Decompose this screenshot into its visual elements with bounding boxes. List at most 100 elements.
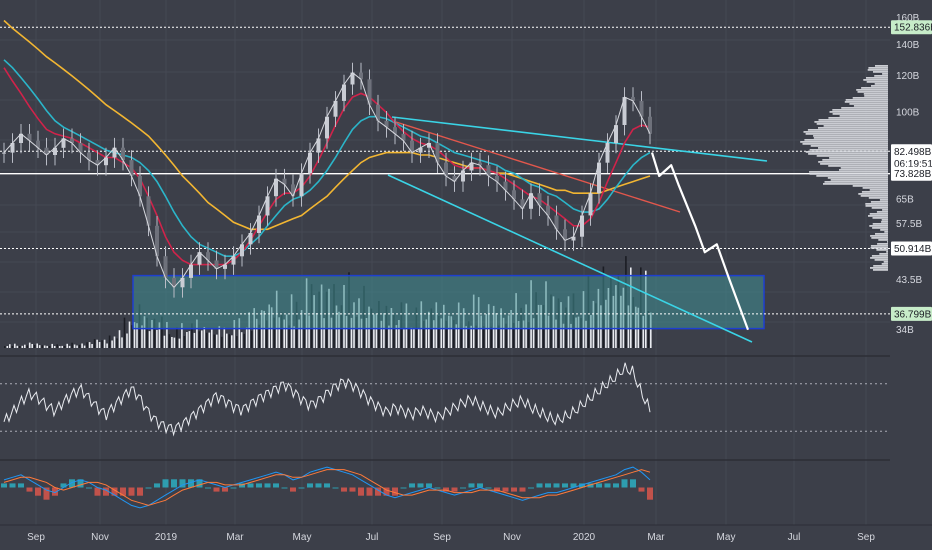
macd-histogram-bar: [239, 483, 245, 488]
volume-bar: [193, 332, 196, 348]
volume-profile-bar: [816, 123, 888, 125]
volume-bar: [475, 325, 477, 348]
price-candle: [53, 147, 57, 155]
price-candle: [214, 260, 219, 269]
macd-histogram-bar: [324, 483, 330, 488]
volume-bar: [158, 322, 161, 348]
volume-bar: [66, 343, 68, 348]
volume-profile-bar: [865, 203, 888, 205]
price-label: 73.828B: [891, 166, 932, 181]
price-candle: [588, 193, 593, 216]
price-candle: [248, 233, 253, 245]
volume-profile-bar: [818, 119, 888, 121]
price-candle: [189, 264, 193, 278]
volume-profile-bar: [878, 239, 888, 241]
volume-bar: [575, 317, 577, 348]
volume-bar: [482, 326, 485, 348]
volume-bar: [248, 312, 250, 348]
volume-profile-bar: [880, 229, 888, 231]
macd-histogram-bar: [562, 483, 568, 488]
volume-bar: [323, 318, 325, 348]
price-candle: [512, 190, 516, 200]
volume-bar: [585, 320, 587, 348]
volume-bar: [467, 321, 470, 348]
volume-bar: [9, 344, 11, 348]
volume-bar: [228, 334, 231, 348]
volume-profile-bar: [822, 159, 888, 161]
volume-bar: [78, 344, 81, 348]
volume-bar: [126, 333, 128, 348]
volume-bar: [507, 315, 510, 348]
volume-profile-bar: [870, 257, 888, 259]
volume-profile-bar: [832, 109, 888, 111]
macd-histogram-bar: [86, 487, 92, 489]
volume-bar: [393, 315, 395, 348]
price-label-text: 152.836B: [894, 23, 932, 34]
macd-histogram-bar: [179, 479, 186, 488]
volume-profile-bar: [863, 79, 888, 81]
volume-bar: [308, 315, 310, 348]
price-tick: 65B: [896, 194, 914, 205]
price-candle: [350, 72, 355, 85]
macd-histogram-bar: [230, 487, 237, 489]
volume-bar: [470, 325, 472, 348]
macd-histogram-bar: [35, 487, 41, 496]
macd-histogram-bar: [485, 487, 492, 489]
volume-bar: [408, 328, 410, 348]
volume-bar: [365, 318, 368, 348]
time-tick: Nov: [91, 532, 109, 543]
volume-bar: [176, 327, 178, 348]
volume-bar: [433, 320, 435, 348]
volume-profile-bar: [828, 165, 888, 167]
macd-histogram-bar: [128, 487, 135, 496]
price-label: 82.498B: [891, 144, 932, 159]
volume-profile-bar: [823, 125, 888, 127]
price-candle: [257, 215, 261, 233]
volume-profile-bar: [887, 241, 888, 243]
volume-bar: [111, 340, 113, 348]
lower-trendline: [387, 174, 753, 343]
price-candle: [163, 256, 168, 278]
price-candle: [316, 138, 321, 153]
volume-bar: [238, 318, 241, 348]
volume-profile-bar: [816, 175, 888, 177]
volume-profile-bar: [824, 181, 888, 183]
volume-bar: [21, 345, 24, 348]
price-candle: [631, 97, 635, 101]
volume-bar: [83, 345, 86, 348]
macd-histogram-bar: [77, 479, 84, 488]
price-candle: [571, 236, 576, 241]
volume-bar: [113, 336, 116, 348]
price-tick: 120B: [896, 71, 920, 82]
macd-histogram-bar: [69, 479, 75, 488]
macd-histogram-bar: [9, 483, 16, 488]
volume-bar: [223, 327, 226, 348]
volume-profile-bar: [866, 81, 888, 83]
price-candle: [10, 143, 15, 153]
price-label-box: [891, 306, 932, 321]
price-candle: [376, 104, 380, 121]
time-tick: Mar: [647, 532, 665, 543]
volume-profile-bar: [816, 155, 888, 157]
volume-bar: [338, 311, 340, 348]
volume-profile-bar: [800, 141, 888, 143]
volume-profile-bar: [869, 213, 888, 215]
volume-profile-bar: [873, 269, 888, 271]
volume-bar: [213, 334, 216, 348]
macd-histogram-bar: [587, 483, 594, 488]
volume-profile-bar: [829, 157, 888, 159]
macd-histogram-bar: [375, 487, 381, 496]
volume-profile-bar: [884, 231, 888, 233]
volume-bar: [250, 330, 253, 348]
time-tick: Jul: [366, 532, 379, 543]
volume-bar: [455, 324, 458, 348]
volume-profile-bar: [841, 107, 888, 109]
macd-histogram-bar: [273, 483, 279, 488]
volume-bar: [497, 325, 500, 348]
volume-bar: [428, 311, 430, 348]
accumulation-zone: [132, 274, 765, 330]
volume-bar: [532, 318, 535, 348]
volume-bar: [183, 336, 186, 348]
price-candle: [495, 176, 499, 182]
